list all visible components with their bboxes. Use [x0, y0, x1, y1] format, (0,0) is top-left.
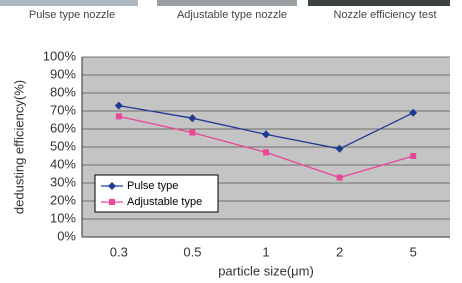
x-tick-label: 0.5: [183, 244, 201, 259]
caption: Pulse type nozzle: [29, 9, 115, 21]
x-tick-label: 2: [336, 244, 343, 259]
y-tick-label: 0%: [57, 228, 76, 243]
legend-marker: [109, 199, 115, 205]
photo: [157, 0, 297, 6]
caption: Nozzle efficiency test: [333, 9, 436, 21]
data-point: [337, 175, 343, 181]
data-point: [189, 130, 195, 136]
data-point: [116, 113, 122, 119]
y-tick-label: 10%: [50, 210, 76, 225]
legend-label: Pulse type: [127, 180, 178, 192]
y-tick-label: 90%: [50, 66, 76, 81]
y-tick-label: 60%: [50, 120, 76, 135]
y-tick-label: 40%: [50, 156, 76, 171]
data-point: [263, 149, 269, 155]
x-axis-label: particle size(μm): [218, 263, 314, 278]
photo: [0, 0, 138, 6]
photo: [308, 0, 450, 6]
x-tick-label: 1: [262, 244, 269, 259]
data-point: [410, 153, 416, 159]
y-tick-label: 50%: [50, 138, 76, 153]
caption: Adjustable type nozzle: [177, 9, 287, 21]
page: Pulse type nozzle Adjustable type nozzle…: [0, 0, 462, 283]
legend-label: Adjustable type: [127, 196, 202, 208]
y-tick-label: 30%: [50, 174, 76, 189]
x-tick-label: 0.3: [110, 244, 128, 259]
y-axis-label: dedusting efficiency(%): [11, 80, 26, 214]
y-tick-label: 20%: [50, 192, 76, 207]
y-tick-label: 100%: [43, 48, 77, 63]
y-tick-label: 80%: [50, 84, 76, 99]
y-tick-label: 70%: [50, 102, 76, 117]
x-tick-label: 5: [410, 244, 417, 259]
